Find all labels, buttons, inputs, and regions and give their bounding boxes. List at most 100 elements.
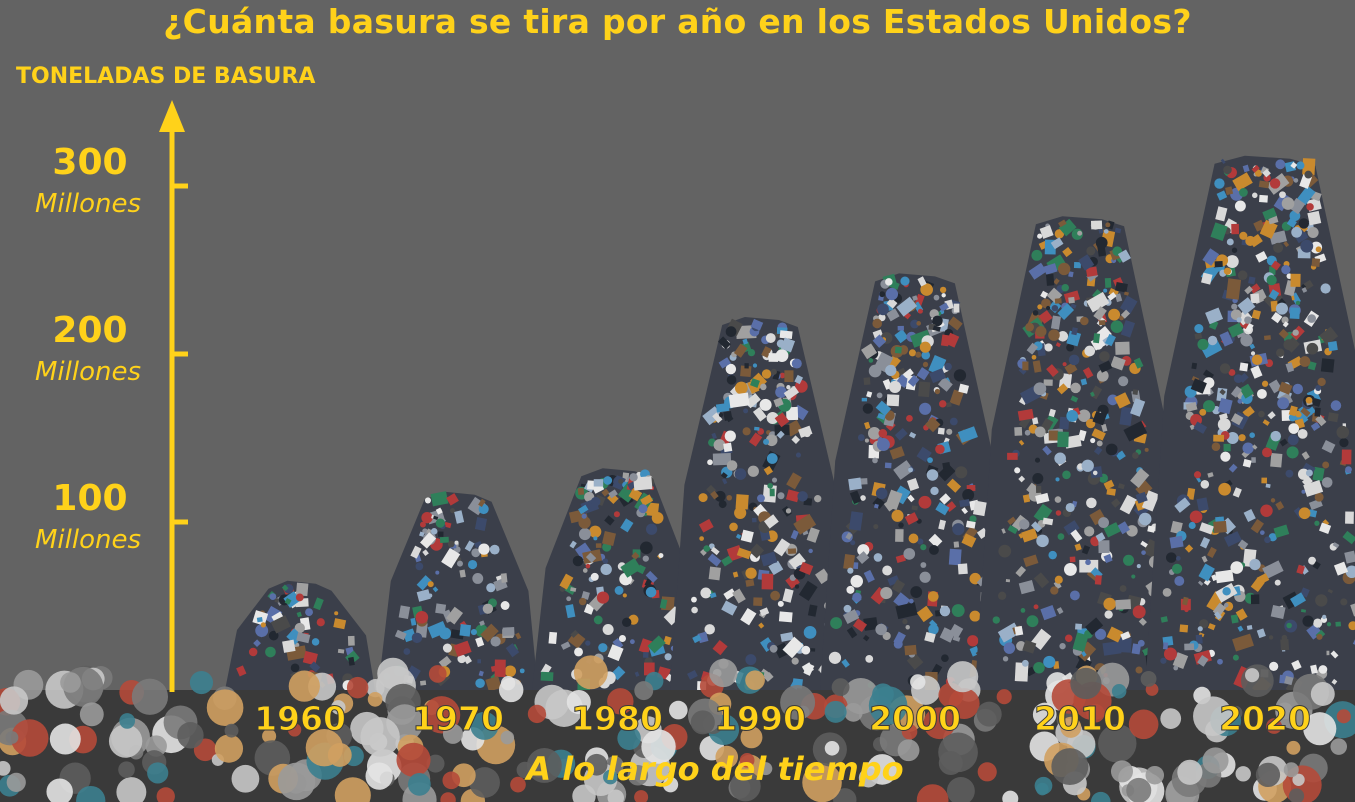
trash-bit	[585, 552, 597, 563]
trash-bit	[566, 596, 572, 602]
trash-bit	[1096, 440, 1103, 447]
trash-bit	[1268, 289, 1280, 301]
trash-bag	[976, 701, 1002, 727]
trash-bit	[1236, 317, 1242, 323]
trash-bit	[1199, 536, 1211, 549]
trash-bit	[1035, 485, 1042, 493]
trash-bit	[708, 566, 721, 581]
trash-bit	[1189, 424, 1196, 431]
trash-bit	[1048, 408, 1056, 418]
trash-bit	[1306, 203, 1314, 211]
trash-bit	[777, 600, 784, 607]
y-tick-label: 100	[52, 478, 127, 519]
trash-bag	[996, 689, 1012, 705]
trash-bit	[1176, 556, 1181, 561]
trash-bit	[895, 602, 918, 620]
trash-bit	[1219, 388, 1226, 396]
trash-bit	[470, 628, 477, 636]
trash-bag	[131, 678, 169, 715]
trash-bit	[710, 546, 720, 556]
trash-bit	[957, 563, 968, 575]
trash-bag	[910, 674, 926, 690]
trash-pile-1970	[378, 491, 538, 692]
trash-bit	[929, 619, 938, 628]
trash-bit	[849, 490, 862, 504]
trash-bag	[49, 723, 81, 755]
trash-bit	[403, 648, 411, 655]
trash-bit	[582, 568, 588, 573]
trash-bit	[1069, 590, 1080, 601]
trash-bit	[457, 654, 467, 664]
trash-bit	[1103, 229, 1109, 234]
trash-bit	[1285, 362, 1295, 373]
trash-bit	[467, 559, 478, 570]
trash-bit	[1068, 296, 1075, 304]
trash-bit	[1080, 378, 1088, 386]
trash-bit	[957, 426, 978, 443]
trash-bit	[447, 540, 455, 548]
trash-bag	[60, 672, 81, 693]
trash-bit	[1213, 611, 1222, 620]
trash-bit	[1220, 158, 1226, 164]
trash-bit	[1308, 347, 1314, 352]
trash-bit	[902, 618, 908, 625]
trash-bit	[454, 510, 465, 524]
trash-bit	[1185, 402, 1198, 412]
trash-bit	[775, 349, 789, 362]
trash-bit	[1299, 356, 1311, 367]
trash-bit	[1290, 273, 1301, 287]
trash-bit	[763, 438, 770, 445]
trash-bit	[1282, 321, 1289, 328]
trash-bit	[1035, 492, 1050, 505]
trash-bit	[1042, 517, 1054, 526]
trash-bit	[1141, 490, 1160, 512]
trash-bit	[253, 639, 261, 648]
trash-bit	[1275, 159, 1286, 170]
trash-bit	[1250, 594, 1260, 605]
trash-bit	[433, 515, 439, 520]
trash-bit	[1283, 339, 1295, 351]
trash-bag	[189, 670, 214, 695]
trash-bit	[270, 615, 291, 634]
trash-bag	[947, 661, 979, 693]
trash-bit	[929, 545, 939, 555]
trash-bit	[808, 548, 813, 554]
trash-bit	[1073, 262, 1081, 269]
trash-bag	[916, 784, 949, 802]
trash-bit	[1059, 416, 1070, 430]
trash-bit	[1240, 334, 1253, 347]
trash-bit	[1186, 487, 1196, 500]
trash-bit	[814, 495, 822, 503]
trash-bit	[786, 385, 791, 390]
trash-bag	[277, 762, 316, 801]
x-axis-label: A lo largo del tiempo	[523, 750, 903, 788]
trash-bit	[1198, 563, 1215, 582]
trash-bit	[904, 512, 919, 525]
trash-bit	[494, 659, 506, 678]
trash-bit	[1194, 332, 1203, 340]
trash-bit	[723, 588, 736, 600]
trash-bit	[843, 609, 860, 624]
trash-bit	[601, 488, 610, 497]
trash-bit	[768, 353, 779, 362]
trash-bit	[1118, 376, 1129, 387]
trash-bit	[1203, 400, 1215, 413]
trash-bit	[1131, 643, 1142, 655]
trash-bit	[1162, 642, 1169, 650]
trash-bit	[895, 554, 906, 564]
trash-bit	[1026, 615, 1039, 628]
trash-bit	[732, 571, 739, 578]
trash-bit	[577, 487, 585, 496]
trash-bit	[441, 547, 461, 569]
trash-bit	[1199, 619, 1209, 629]
trash-bit	[598, 643, 608, 653]
trash-bit	[718, 412, 724, 418]
trash-bit	[726, 460, 738, 471]
trash-bit	[885, 287, 899, 301]
trash-bit	[645, 586, 657, 598]
trash-bit	[744, 363, 749, 369]
trash-bit	[475, 636, 485, 648]
trash-bit	[723, 442, 733, 453]
trash-bit	[478, 670, 484, 677]
trash-bit	[868, 358, 874, 363]
